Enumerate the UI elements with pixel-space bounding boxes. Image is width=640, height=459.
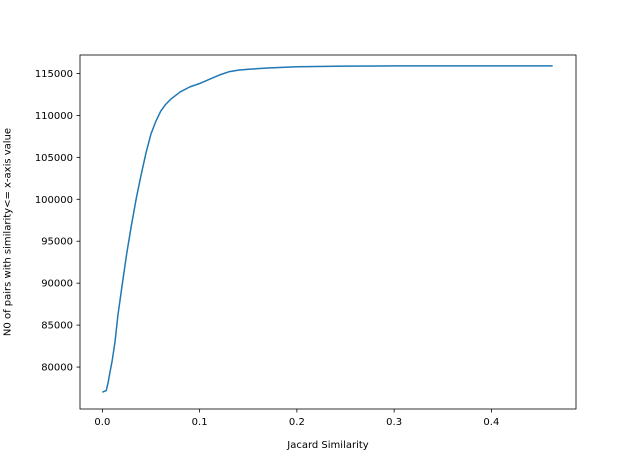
y-axis-ticks: 80000 85000 90000 95000 100000 105000 110000 11… bbox=[35, 69, 80, 374]
y-tick-label: 105000 bbox=[35, 153, 73, 164]
y-tick-label: 100000 bbox=[35, 195, 73, 206]
data-series-line bbox=[102, 65, 553, 393]
x-tick-label: 0.1 bbox=[192, 417, 208, 428]
y-tick-label: 95000 bbox=[41, 237, 73, 248]
x-tick-label: 0.2 bbox=[289, 417, 305, 428]
x-axis-label: Jacard Similarity bbox=[286, 440, 369, 451]
y-tick-label: 80000 bbox=[41, 363, 73, 374]
y-tick-label: 115000 bbox=[35, 69, 73, 80]
x-tick-label: 0.3 bbox=[386, 417, 402, 428]
y-axis-label: N0 of pairs with similarity<= x-axis val… bbox=[3, 128, 14, 336]
plot-area bbox=[79, 54, 577, 410]
x-axis-ticks: 0.0 0.1 0.2 0.3 0.4 bbox=[94, 409, 499, 428]
x-tick-label: 0.0 bbox=[94, 417, 110, 428]
y-tick-label: 110000 bbox=[35, 111, 73, 122]
y-tick-label: 90000 bbox=[41, 279, 73, 290]
x-tick-label: 0.4 bbox=[483, 417, 499, 428]
y-tick-label: 85000 bbox=[41, 321, 73, 332]
axes-frame bbox=[79, 54, 577, 410]
